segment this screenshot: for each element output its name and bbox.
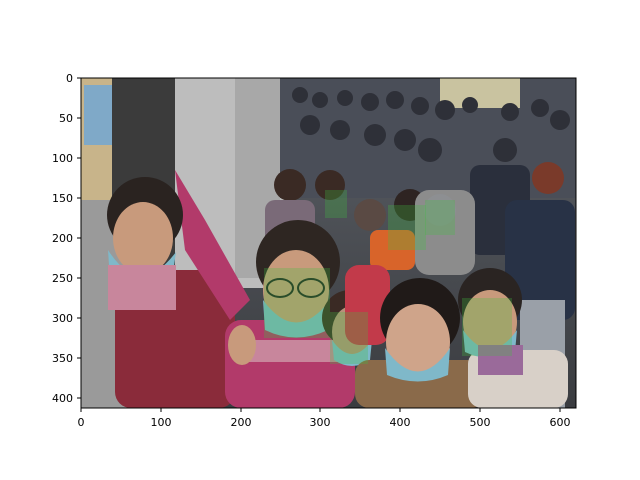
axes-frame	[80, 77, 577, 409]
y-tick-label: 50	[59, 112, 73, 125]
y-tick-label: 200	[52, 232, 73, 245]
x-tick-label: 500	[470, 416, 491, 429]
y-tick-label: 100	[52, 152, 73, 165]
photo	[81, 78, 576, 408]
x-tick-label: 400	[390, 416, 411, 429]
y-tick-label: 250	[52, 272, 73, 285]
x-tick-label: 600	[550, 416, 571, 429]
y-tick-label: 150	[52, 192, 73, 205]
y-axis	[77, 77, 81, 399]
y-tick-label: 400	[52, 392, 73, 405]
x-tick-label: 100	[151, 416, 172, 429]
x-tick-label: 300	[310, 416, 331, 429]
y-tick-label: 0	[66, 72, 73, 85]
x-tick-label: 0	[78, 416, 85, 429]
y-tick-label: 350	[52, 352, 73, 365]
x-tick-label: 200	[231, 416, 252, 429]
y-tick-label: 300	[52, 312, 73, 325]
x-axis	[80, 408, 561, 412]
